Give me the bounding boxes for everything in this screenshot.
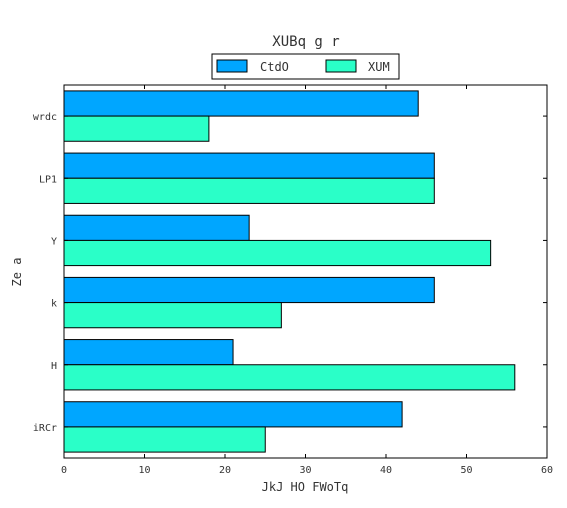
bar-xum-lp1 [63,177,435,204]
bar-group [63,90,516,453]
y-tick-label-lp1: LP1 [39,174,57,185]
x-tick-label-0: 0 [61,465,67,476]
x-tick-label-60: 60 [541,465,553,476]
x-tick-label-10: 10 [138,465,150,476]
legend-label-ctdo: CtdO [260,60,289,74]
plot-frame [63,84,548,459]
bar-ctdo-y [63,214,250,241]
legend-swatch-ctdo [216,59,248,73]
x-tick-label-50: 50 [460,465,472,476]
y-tick-label-h: H [51,361,57,372]
y-tick-label-y: Y [51,236,57,247]
x-tick-labels: 0 10 20 30 40 50 60 [61,465,553,476]
x-tick-label-30: 30 [299,465,311,476]
bar-xum-h [63,364,516,391]
y-tick-label-wrdc: wrdc [33,112,57,123]
chart-title: XUBq g r [272,34,339,50]
bar-xum-ircr [63,426,266,453]
bar-ctdo-wrdc [63,90,419,117]
legend-label-xum: XUM [368,60,390,74]
bar-xum-k [63,302,282,329]
bar-xum-wrdc [63,115,210,142]
bar-ctdo-ircr [63,401,403,428]
chart-legend: CtdO XUM [211,53,400,80]
x-axis-label: JkJ HO FWoTq [262,480,349,494]
y-tick-label-ircr: iRCr [33,423,57,434]
bar-ctdo-lp1 [63,152,435,179]
legend-swatch-xum [325,59,357,73]
x-tick-label-20: 20 [219,465,231,476]
x-tick-label-40: 40 [380,465,392,476]
bar-xum-y [63,239,492,267]
bar-ctdo-k [63,276,435,304]
y-axis-label: Ze a [10,258,24,287]
bar-ctdo-h [63,339,234,366]
y-tick-label-k: k [51,299,57,310]
